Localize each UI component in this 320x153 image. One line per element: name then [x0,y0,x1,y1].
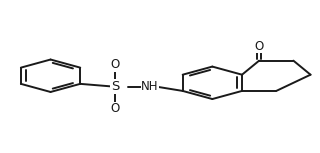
Text: S: S [111,80,119,93]
Text: O: O [254,40,264,53]
Text: O: O [110,58,120,71]
Text: O: O [110,102,120,115]
Text: NH: NH [141,80,159,93]
